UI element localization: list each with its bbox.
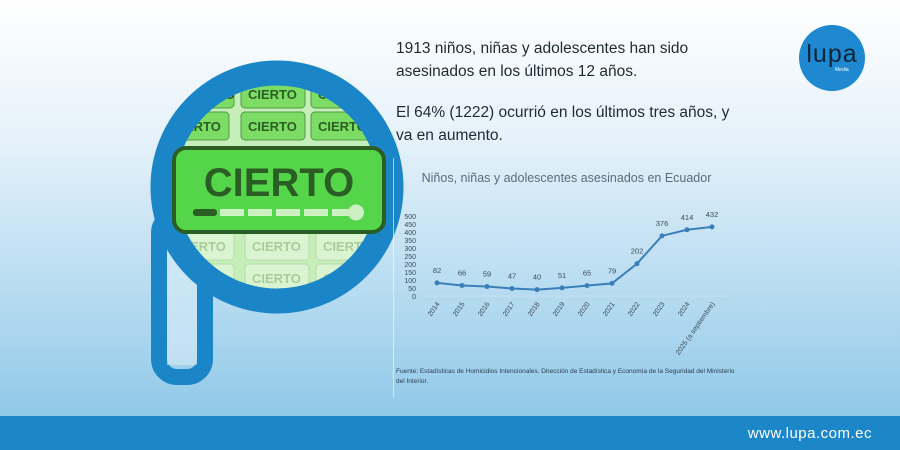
y-tick-label: 150 — [404, 270, 416, 277]
y-tick-label: 50 — [408, 286, 416, 293]
x-tick-label: 2020 — [577, 301, 592, 318]
magnifier-graphic: CIERTO CIERTO CIERTO CIERTO CIERTO CIERTO CI… — [150, 60, 404, 385]
data-point — [709, 224, 715, 230]
cierto-badge: CIERTO — [172, 146, 386, 234]
data-label: 51 — [558, 271, 566, 280]
line-chart: Niños, niñas y adolescentes asesinados e… — [393, 158, 738, 398]
chart-source: Fuente: Estadísticas de Homicidios Inten… — [396, 368, 735, 385]
data-point — [659, 233, 665, 239]
x-tick-label: 2015 — [452, 301, 467, 318]
series-line — [436, 225, 713, 291]
svg-text:CIERTO: CIERTO — [318, 119, 367, 134]
data-point — [459, 282, 465, 288]
data-label: 414 — [681, 213, 694, 222]
logo-sub: Media — [835, 67, 849, 73]
data-point — [584, 283, 590, 289]
data-label: 432 — [706, 210, 719, 219]
data-point — [509, 285, 515, 291]
y-tick-label: 400 — [404, 230, 416, 237]
logo-word: lupa — [806, 40, 858, 68]
data-point — [534, 287, 540, 293]
percentage-text: El 64% (1222) ocurrió en los últimos tre… — [396, 104, 730, 144]
y-tick-label: 250 — [404, 254, 416, 261]
y-tick-label: 200 — [404, 262, 416, 269]
data-label: 65 — [583, 269, 591, 278]
headline-text: 1913 niños, niñas y adolescentes han sid… — [396, 40, 689, 80]
x-tick-label: 2016 — [477, 301, 492, 318]
data-point — [484, 284, 490, 290]
y-tick-label: 350 — [404, 238, 416, 245]
y-tick-label: 0 — [412, 294, 416, 301]
data-label: 376 — [656, 219, 669, 228]
magnifier-ring — [150, 60, 404, 314]
data-point — [634, 261, 640, 267]
svg-text:CIERTO: CIERTO — [252, 239, 301, 254]
x-tick-label: 2017 — [502, 301, 517, 318]
svg-text:CIERTO: CIERTO — [252, 271, 301, 286]
data-label: 66 — [458, 268, 466, 277]
y-tick-label: 450 — [404, 222, 416, 229]
svg-text:CIERTO: CIERTO — [248, 87, 297, 102]
svg-text:CIERTO: CIERTO — [248, 119, 297, 134]
data-label: 82 — [433, 266, 441, 275]
data-label: 59 — [483, 270, 491, 279]
x-tick-label: 2019 — [552, 301, 567, 318]
y-tick-label: 300 — [404, 246, 416, 253]
x-tick-label: 2014 — [427, 301, 442, 318]
chart-title: Niños, niñas y adolescentes asesinados e… — [421, 171, 712, 185]
x-tick-label: 2023 — [652, 301, 667, 318]
data-label: 40 — [533, 273, 541, 282]
y-tick-label: 100 — [404, 278, 416, 285]
y-tick-label: 500 — [404, 214, 416, 221]
x-tick-label: 2024 — [677, 301, 692, 318]
data-point — [559, 285, 565, 291]
footer-url[interactable]: www.lupa.com.ec — [747, 425, 872, 442]
data-label: 47 — [508, 271, 516, 280]
data-label: 202 — [631, 247, 644, 256]
lupa-logo: lupa Media — [799, 25, 865, 91]
data-point — [434, 280, 440, 286]
x-tick-label: 2018 — [527, 301, 542, 318]
data-label: 79 — [608, 266, 616, 275]
data-point — [684, 227, 690, 233]
data-point — [609, 280, 615, 286]
x-tick-label: 2022 — [627, 301, 642, 318]
badge-label: CIERTO — [204, 161, 354, 205]
footer-bar: www.lupa.com.ec — [0, 416, 900, 450]
x-tick-label: 2021 — [602, 301, 617, 318]
